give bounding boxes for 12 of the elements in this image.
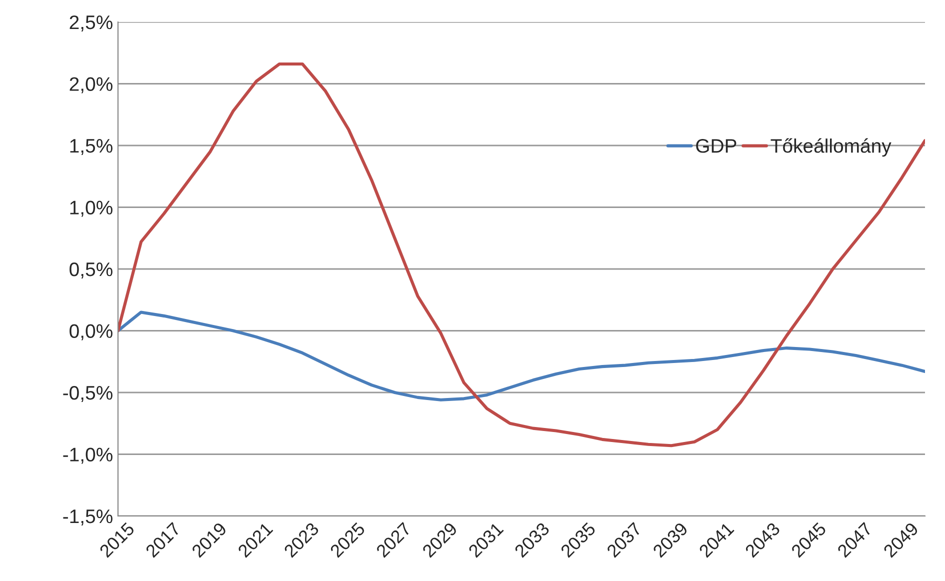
legend-label: GDP [696,139,736,153]
y-tick-label: -0,5% [63,386,112,402]
legend-label: Tőkeállomány [770,138,892,157]
y-tick-label: 0,0% [70,324,112,340]
line-series [118,310,925,402]
y-tick-label: -1,0% [63,448,112,464]
y-tick-label: 1,0% [70,200,112,217]
y-tick-label: 2,5% [70,15,112,32]
y-tick-label: 0,5% [70,262,112,279]
line-series [118,62,925,448]
y-tick-label: 1,5% [70,139,112,156]
y-tick-label: 2,0% [70,77,112,94]
